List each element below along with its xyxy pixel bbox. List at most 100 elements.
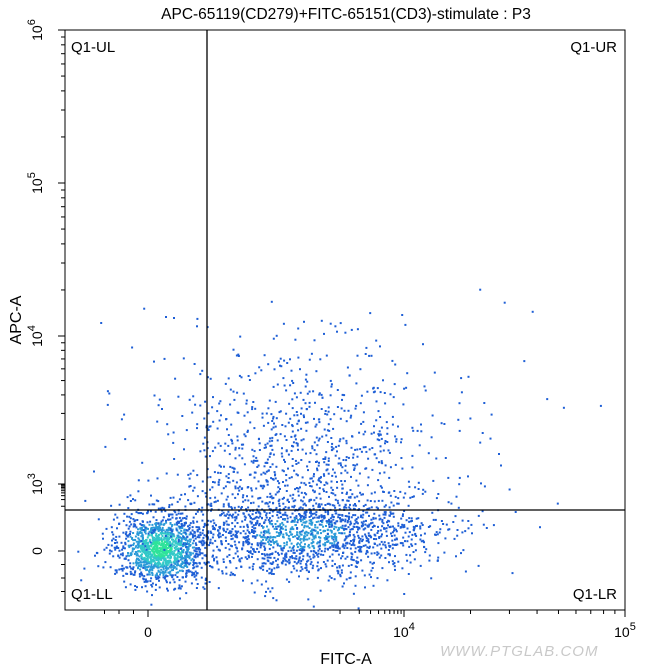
data-point — [437, 556, 440, 559]
data-point — [186, 529, 189, 532]
data-point — [328, 575, 331, 578]
data-point — [156, 477, 159, 480]
data-point — [171, 513, 174, 516]
data-point — [421, 524, 424, 526]
data-point — [206, 447, 209, 450]
data-point — [273, 422, 275, 425]
data-point — [477, 514, 480, 517]
data-point — [127, 540, 130, 543]
data-point — [234, 448, 237, 451]
data-point — [373, 425, 375, 428]
data-point — [257, 505, 260, 508]
data-point — [263, 510, 266, 513]
data-point — [312, 480, 315, 483]
data-point — [302, 515, 305, 518]
data-point — [399, 490, 402, 493]
data-point — [373, 390, 376, 393]
data-point — [278, 411, 281, 414]
data-point — [461, 519, 464, 522]
data-point — [134, 570, 137, 573]
data-point — [440, 520, 443, 522]
data-point — [433, 371, 436, 374]
data-point — [193, 572, 195, 575]
data-point — [118, 535, 121, 538]
data-point — [272, 337, 275, 340]
data-point — [126, 535, 129, 538]
data-point — [144, 585, 147, 588]
data-point — [155, 543, 157, 546]
data-point — [157, 507, 160, 510]
data-point — [370, 536, 373, 539]
data-point — [252, 524, 255, 527]
data-point — [327, 410, 330, 413]
data-point — [271, 587, 274, 590]
data-point — [225, 539, 227, 542]
data-point — [102, 566, 105, 569]
data-point — [439, 528, 442, 531]
data-point — [355, 382, 358, 385]
data-point — [277, 558, 279, 561]
data-point — [308, 460, 311, 463]
data-point — [130, 523, 133, 526]
data-point — [277, 531, 280, 534]
data-point — [224, 546, 227, 549]
data-point — [237, 411, 240, 414]
data-point — [498, 453, 500, 455]
data-point — [272, 541, 275, 544]
data-point — [127, 544, 130, 547]
data-point — [375, 400, 378, 403]
data-point — [391, 423, 394, 426]
data-point — [158, 533, 160, 536]
data-point — [134, 524, 137, 527]
data-point — [295, 411, 298, 413]
data-point — [262, 424, 265, 427]
data-point — [392, 504, 395, 507]
data-point — [203, 554, 206, 557]
data-point — [97, 518, 100, 521]
data-point — [278, 498, 281, 501]
data-point — [185, 551, 188, 554]
data-point — [156, 544, 159, 547]
data-point — [162, 576, 165, 579]
data-point — [181, 527, 184, 529]
data-point — [268, 553, 271, 556]
data-point — [168, 504, 171, 506]
data-point — [360, 521, 363, 524]
data-point — [299, 486, 301, 489]
data-point — [322, 507, 325, 510]
data-point — [391, 539, 394, 542]
data-point — [174, 546, 177, 549]
data-point — [207, 412, 210, 415]
data-point — [153, 564, 156, 567]
data-point — [265, 512, 268, 515]
data-point — [129, 583, 132, 586]
data-point — [457, 506, 460, 509]
data-point — [503, 301, 506, 304]
data-point — [344, 518, 347, 521]
data-point — [146, 560, 149, 563]
data-point — [323, 490, 325, 493]
data-point — [161, 547, 164, 550]
data-point — [317, 555, 320, 558]
data-point — [401, 314, 404, 316]
data-point — [267, 530, 270, 532]
data-point — [315, 453, 318, 456]
data-point — [357, 546, 360, 549]
data-point — [135, 564, 138, 567]
data-point — [350, 544, 353, 546]
data-point — [227, 477, 230, 479]
data-point — [254, 372, 257, 375]
data-point — [211, 542, 214, 545]
data-point — [365, 537, 368, 540]
data-point — [279, 545, 282, 548]
data-point — [174, 541, 177, 544]
data-point — [170, 525, 173, 528]
data-point — [261, 553, 264, 555]
data-point — [454, 515, 457, 518]
data-point — [338, 504, 341, 507]
data-point — [206, 427, 209, 430]
data-point — [162, 508, 165, 511]
data-point — [301, 568, 304, 571]
data-point — [318, 515, 321, 518]
data-point — [358, 500, 361, 503]
